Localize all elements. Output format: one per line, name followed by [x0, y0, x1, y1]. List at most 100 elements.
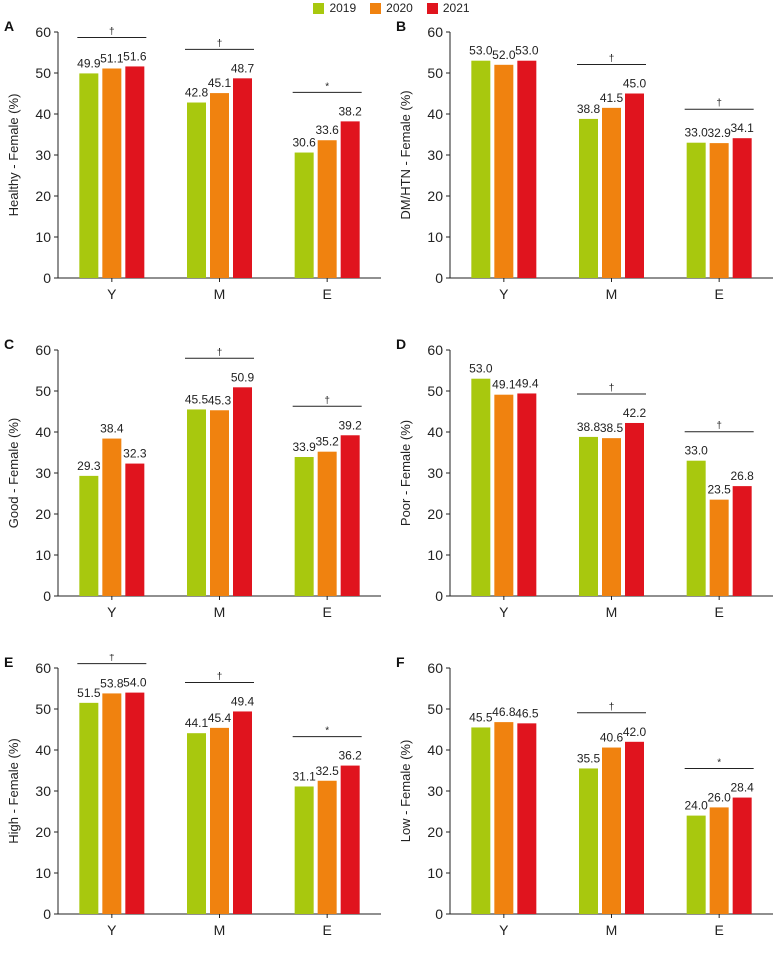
- y-tick-label: 30: [35, 147, 51, 163]
- x-tick-label: M: [214, 922, 226, 938]
- x-tick-label: E: [714, 922, 723, 938]
- y-tick-label: 0: [43, 588, 51, 604]
- significance-marker: †: [109, 654, 115, 664]
- bar-2020-M: [210, 93, 229, 278]
- data-label: 54.0: [123, 676, 147, 690]
- y-tick-label: 30: [35, 783, 51, 799]
- data-label: 28.4: [730, 781, 754, 795]
- bar-2020-M: [602, 107, 621, 278]
- bar-2019-M: [187, 733, 206, 914]
- significance-marker: †: [217, 347, 223, 358]
- data-label: 53.8: [100, 676, 124, 690]
- bar-2021-M: [233, 711, 252, 914]
- data-label: 42.2: [623, 406, 647, 420]
- y-axis-label: High - Female (%): [6, 738, 21, 843]
- data-label: 33.9: [292, 440, 316, 454]
- data-label: 48.7: [231, 61, 255, 75]
- bar-2020-M: [210, 727, 229, 914]
- bar-2019-M: [579, 118, 598, 278]
- y-tick-label: 40: [35, 106, 51, 122]
- chart-f-svg: 0 10 20 30 40 50 60 Low - Female (%) 45.5 46.8 46.…: [398, 660, 773, 938]
- y-tick-label: 60: [427, 660, 443, 676]
- significance-marker: †: [716, 421, 722, 432]
- x-tick-label: M: [606, 286, 618, 302]
- x-tick-label: Y: [499, 604, 509, 620]
- x-tick-label: M: [214, 286, 226, 302]
- significance-marker: †: [324, 395, 330, 406]
- data-label: 38.4: [100, 422, 124, 436]
- legend-swatch-2021: [426, 2, 438, 14]
- bar-2021-M: [233, 387, 252, 596]
- bar-2019-Y: [79, 702, 99, 914]
- bar-2021-Y: [517, 723, 537, 914]
- x-tick-label: E: [322, 286, 331, 302]
- data-label: 38.5: [600, 421, 624, 435]
- y-tick-label: 50: [35, 383, 51, 399]
- bar-2019-M: [187, 102, 206, 279]
- y-tick-label: 20: [427, 506, 443, 522]
- data-label: 32.3: [123, 447, 147, 461]
- bar-2021-E: [340, 435, 360, 596]
- bar-2020-Y: [494, 394, 514, 596]
- y-tick-label: 0: [43, 270, 51, 286]
- data-label: 45.0: [623, 77, 647, 91]
- data-label: 26.8: [730, 469, 754, 483]
- y-tick-label: 50: [35, 65, 51, 81]
- y-tick-label: 10: [427, 547, 443, 563]
- significance-marker: *: [325, 81, 329, 92]
- y-tick-label: 30: [427, 147, 443, 163]
- data-label: 44.1: [185, 716, 209, 730]
- bar-2019-E: [686, 815, 706, 914]
- significance-marker: *: [325, 726, 329, 737]
- data-label: 45.5: [185, 392, 209, 406]
- bar-2021-Y: [125, 66, 145, 278]
- data-label: 49.1: [492, 378, 516, 392]
- significance-marker: †: [217, 671, 223, 682]
- x-tick-label: Y: [107, 922, 117, 938]
- y-tick-label: 0: [435, 588, 443, 604]
- data-label: 23.5: [707, 483, 731, 497]
- data-label: 29.3: [77, 459, 101, 473]
- y-tick-label: 40: [427, 106, 443, 122]
- y-axis-label: Healthy - Female (%): [6, 94, 21, 217]
- legend-swatch-2020: [370, 2, 382, 14]
- y-tick-label: 30: [427, 465, 443, 481]
- data-label: 35.2: [315, 435, 339, 449]
- data-label: 52.0: [492, 48, 516, 62]
- chart-e-svg: 0 10 20 30 40 50 60 High - Female (%) 51.553.8 54…: [6, 653, 381, 938]
- bar-2021-M: [625, 422, 644, 596]
- data-label: 42.8: [185, 86, 209, 100]
- bar-2020-E: [709, 143, 729, 278]
- bar-2021-M: [625, 93, 644, 278]
- bar-2021-Y: [517, 393, 537, 596]
- bar-2020-Y: [494, 64, 514, 278]
- y-tick-label: 10: [427, 229, 443, 245]
- x-tick-label: E: [714, 286, 723, 302]
- chart-panel-f: F 0 10 20 30 40 50 60 Low - Female (%) 45.5 46.8 4…: [392, 654, 783, 954]
- significance-marker: †: [716, 98, 722, 109]
- bar-2019-E: [294, 786, 314, 914]
- chart-panel-e: E 0 10 20 30 40 50 60 High - Female (%) 51.5 53.8…: [0, 653, 391, 954]
- data-label: 30.6: [292, 136, 316, 150]
- y-tick-label: 20: [35, 188, 51, 204]
- legend: 2019 2020 2021: [0, 0, 783, 16]
- y-tick-label: 20: [427, 188, 443, 204]
- chart-panel-d: D 0 10 20 30 40 50 60 Poor - Female (%) 53.0 49.1…: [392, 336, 783, 636]
- data-label: 38.8: [577, 420, 601, 434]
- bar-2021-Y: [125, 463, 145, 596]
- y-tick-label: 10: [427, 865, 443, 881]
- bar-2020-E: [317, 780, 337, 914]
- data-label: 45.3: [208, 393, 232, 407]
- y-tick-label: 60: [35, 660, 51, 676]
- y-tick-label: 50: [427, 383, 443, 399]
- bar-2019-E: [686, 460, 706, 596]
- data-label: 33.0: [684, 444, 708, 458]
- bar-2021-E: [340, 121, 360, 278]
- panel-letter: D: [396, 336, 407, 352]
- bar-2019-E: [294, 457, 314, 596]
- bar-2021-Y: [517, 60, 537, 279]
- significance-marker: †: [217, 38, 223, 49]
- data-label: 26.0: [707, 790, 731, 804]
- legend-item-2019: 2019: [313, 0, 356, 16]
- x-tick-label: Y: [499, 286, 509, 302]
